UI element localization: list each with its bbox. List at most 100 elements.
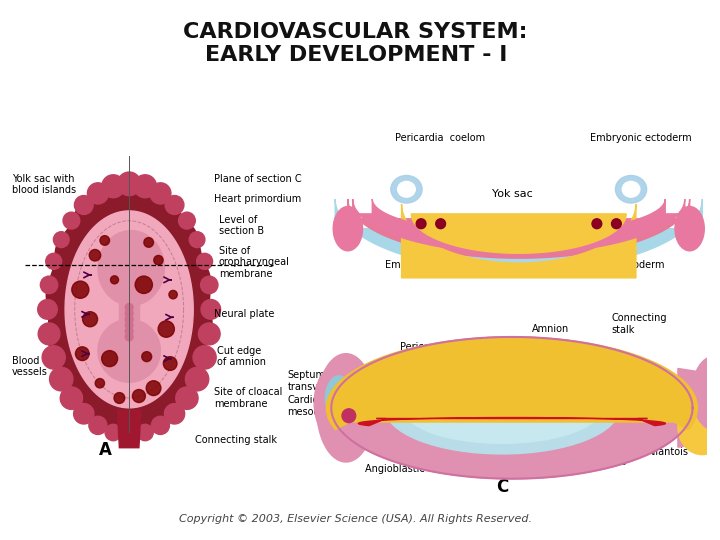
Circle shape — [151, 416, 169, 435]
Circle shape — [38, 323, 60, 345]
Polygon shape — [117, 410, 141, 448]
Circle shape — [125, 321, 133, 329]
Circle shape — [165, 195, 184, 214]
Text: Allantois: Allantois — [647, 447, 688, 457]
Polygon shape — [65, 211, 193, 408]
Circle shape — [102, 350, 117, 367]
Text: Amnion: Amnion — [531, 324, 569, 334]
Circle shape — [73, 403, 94, 424]
Polygon shape — [326, 337, 698, 430]
Text: Heart primordium: Heart primordium — [214, 194, 302, 204]
Circle shape — [89, 416, 107, 435]
Circle shape — [146, 381, 161, 396]
Polygon shape — [331, 337, 693, 479]
Polygon shape — [359, 417, 665, 426]
Circle shape — [199, 323, 220, 345]
Circle shape — [53, 232, 69, 247]
Circle shape — [46, 253, 62, 269]
Text: Splanchnic mesoderm: Splanchnic mesoderm — [556, 260, 665, 270]
Ellipse shape — [333, 206, 363, 251]
Circle shape — [611, 219, 621, 228]
Circle shape — [102, 175, 125, 198]
Ellipse shape — [622, 181, 640, 197]
Text: Site of cloacal
membrane: Site of cloacal membrane — [214, 387, 282, 409]
Circle shape — [125, 309, 133, 318]
Text: Angioblastic cord: Angioblastic cord — [366, 464, 449, 474]
Text: Blood
vessels: Blood vessels — [12, 356, 48, 377]
Circle shape — [105, 424, 122, 441]
Circle shape — [342, 409, 356, 423]
Circle shape — [40, 276, 58, 294]
Text: Connecting
stalk: Connecting stalk — [611, 313, 667, 335]
Circle shape — [125, 333, 133, 341]
Ellipse shape — [384, 362, 620, 454]
Circle shape — [37, 300, 58, 319]
Circle shape — [158, 321, 174, 338]
Circle shape — [592, 219, 602, 228]
Circle shape — [125, 315, 133, 323]
Polygon shape — [317, 354, 375, 462]
Circle shape — [144, 238, 153, 247]
Circle shape — [132, 389, 145, 402]
Circle shape — [416, 219, 426, 228]
Text: Septum
transversum: Septum transversum — [287, 370, 349, 392]
Circle shape — [135, 276, 153, 293]
Text: B: B — [348, 232, 361, 249]
Circle shape — [179, 212, 195, 229]
Polygon shape — [411, 214, 626, 253]
Text: Oropharyngeal membrane: Oropharyngeal membrane — [413, 361, 541, 372]
Text: Pericardial coelom: Pericardial coelom — [400, 342, 490, 352]
Text: Site of
oropharyngeal
membrane: Site of oropharyngeal membrane — [219, 246, 290, 279]
Polygon shape — [402, 204, 636, 278]
Ellipse shape — [402, 373, 601, 443]
Text: Embryonic ectoderm: Embryonic ectoderm — [590, 133, 692, 143]
Circle shape — [125, 303, 133, 312]
Circle shape — [134, 175, 156, 198]
Text: Copyright © 2003, Elsevier Science (USA). All Rights Reserved.: Copyright © 2003, Elsevier Science (USA)… — [179, 514, 532, 524]
Text: A: A — [99, 441, 112, 459]
Text: Cloacal membrane: Cloacal membrane — [534, 457, 626, 467]
Circle shape — [74, 195, 93, 214]
Text: Pericardia  coelom: Pericardia coelom — [395, 133, 485, 143]
Ellipse shape — [678, 401, 720, 455]
Circle shape — [185, 367, 209, 391]
Circle shape — [150, 183, 171, 204]
Text: Neural plate: Neural plate — [468, 444, 528, 454]
Text: Plane of section C: Plane of section C — [214, 174, 302, 185]
Ellipse shape — [675, 206, 704, 251]
Circle shape — [122, 427, 137, 443]
Circle shape — [176, 387, 198, 409]
Polygon shape — [120, 305, 139, 319]
Circle shape — [60, 387, 83, 409]
Polygon shape — [353, 199, 685, 253]
Circle shape — [100, 235, 109, 245]
Ellipse shape — [397, 181, 415, 197]
Circle shape — [89, 249, 101, 261]
Circle shape — [125, 327, 133, 335]
Circle shape — [63, 212, 80, 229]
Circle shape — [87, 183, 109, 204]
Circle shape — [83, 312, 98, 327]
Ellipse shape — [616, 176, 647, 203]
Ellipse shape — [391, 176, 422, 203]
Polygon shape — [336, 199, 702, 271]
Text: Angioblastic cord: Angioblastic cord — [444, 239, 528, 248]
Text: Cardiogenic
mesoderm: Cardiogenic mesoderm — [287, 395, 345, 417]
Polygon shape — [98, 319, 161, 382]
Circle shape — [142, 352, 152, 362]
Circle shape — [114, 393, 125, 403]
Circle shape — [189, 232, 205, 247]
Circle shape — [42, 346, 66, 369]
Text: C: C — [496, 477, 508, 496]
Circle shape — [50, 367, 73, 391]
Text: Yok sac: Yok sac — [492, 189, 532, 199]
Text: CARDIOVASCULAR SYSTEM:
EARLY DEVELOPMENT - I: CARDIOVASCULAR SYSTEM: EARLY DEVELOPMENT… — [184, 22, 528, 65]
Polygon shape — [46, 182, 212, 437]
Polygon shape — [98, 231, 164, 306]
Circle shape — [201, 300, 220, 319]
Circle shape — [169, 291, 177, 299]
Circle shape — [197, 253, 212, 269]
Text: Embryonic endoderm: Embryonic endoderm — [385, 260, 490, 270]
Text: Connecting stalk: Connecting stalk — [194, 435, 276, 445]
Text: Level of
section B: Level of section B — [219, 215, 264, 237]
